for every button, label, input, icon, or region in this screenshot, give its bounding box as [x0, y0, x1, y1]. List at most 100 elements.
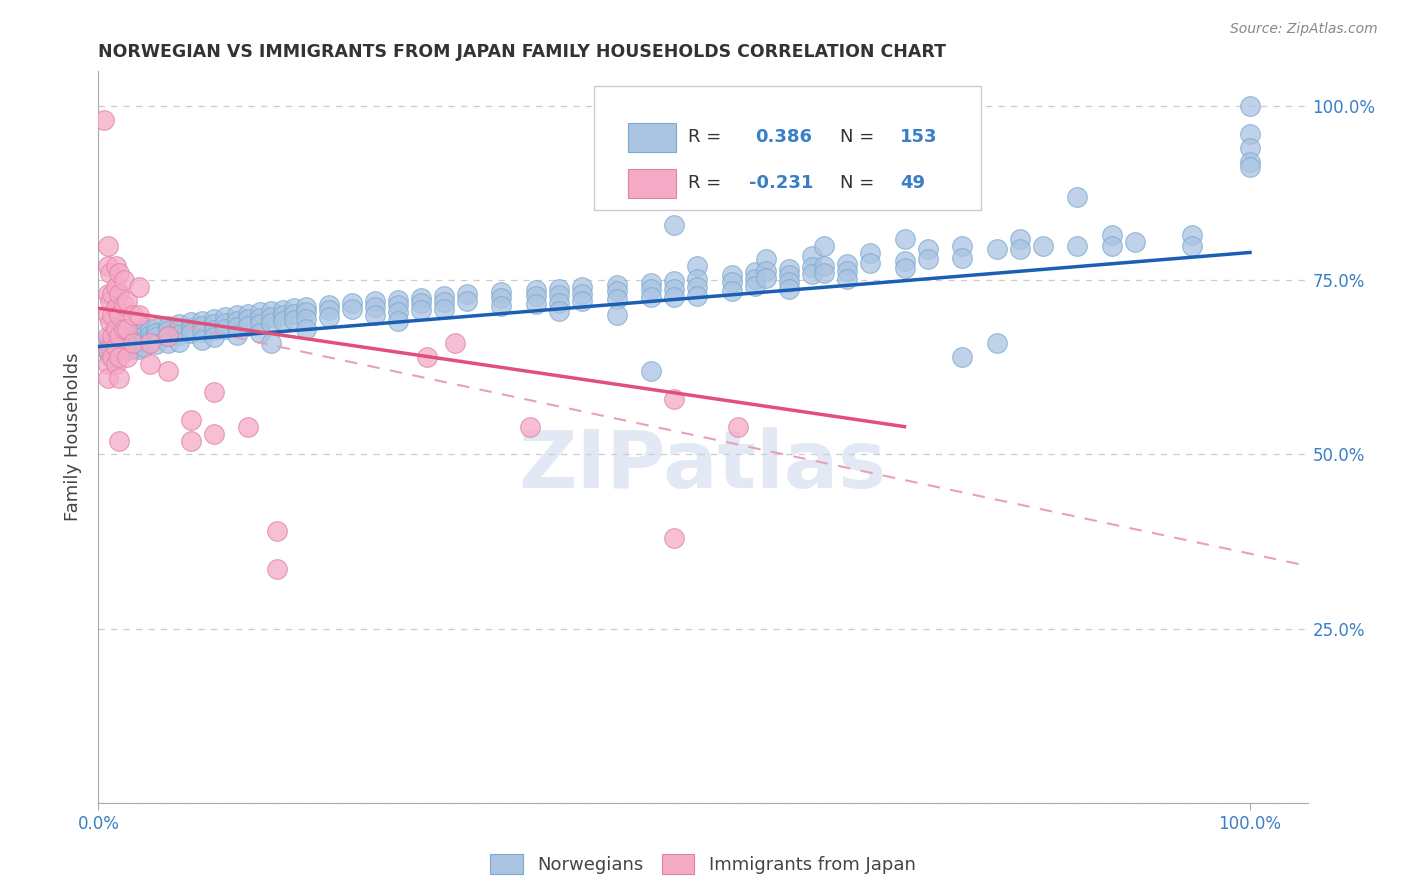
Point	[1239, 99, 1261, 113]
Text: 0.386: 0.386	[755, 128, 813, 146]
Point	[720, 190, 742, 204]
Bar	[628, 122, 676, 152]
Point	[134, 334, 156, 348]
Point	[859, 246, 882, 260]
Point	[180, 320, 202, 334]
Point	[97, 343, 120, 357]
Point	[755, 252, 778, 267]
Point	[167, 322, 190, 336]
Point	[101, 339, 124, 353]
Point	[236, 307, 259, 321]
Point	[104, 339, 127, 353]
Point	[191, 333, 214, 347]
Point	[548, 295, 571, 310]
Point	[101, 346, 124, 360]
Point	[283, 301, 305, 316]
Point	[1101, 228, 1123, 243]
Point	[115, 329, 138, 343]
Y-axis label: Family Households: Family Households	[65, 353, 83, 521]
Point	[271, 302, 294, 317]
Point	[191, 325, 214, 339]
Point	[664, 218, 686, 232]
Point	[294, 322, 316, 336]
Point	[108, 371, 131, 385]
Point	[115, 337, 138, 351]
Point	[387, 314, 409, 328]
Text: R =: R =	[689, 128, 727, 146]
Point	[664, 290, 686, 304]
Point	[524, 283, 547, 297]
Point	[640, 276, 662, 290]
Point	[744, 279, 766, 293]
Point	[606, 292, 628, 306]
Point	[98, 294, 121, 309]
Point	[104, 260, 127, 274]
Point	[571, 294, 593, 309]
Point	[128, 280, 150, 294]
Point	[524, 289, 547, 303]
Point	[813, 259, 835, 273]
Point	[571, 286, 593, 301]
Point	[139, 327, 162, 342]
Point	[139, 357, 162, 371]
Point	[93, 339, 115, 353]
Point	[145, 326, 167, 340]
Point	[139, 333, 162, 347]
Point	[128, 342, 150, 356]
Point	[917, 252, 939, 267]
Point	[1032, 238, 1054, 252]
Point	[1008, 231, 1031, 245]
Point	[122, 337, 145, 351]
Point	[104, 339, 127, 353]
Point	[108, 346, 131, 360]
Point	[260, 316, 283, 330]
Point	[104, 280, 127, 294]
Point	[112, 298, 135, 312]
Point	[283, 307, 305, 321]
Point	[156, 336, 179, 351]
Point	[225, 308, 247, 322]
Point	[97, 260, 120, 274]
Point	[364, 300, 387, 314]
Point	[409, 296, 432, 310]
Point	[260, 304, 283, 318]
Point	[134, 339, 156, 353]
Point	[108, 329, 131, 343]
Point	[97, 238, 120, 252]
Point	[108, 434, 131, 448]
Point	[249, 326, 271, 340]
Point	[917, 242, 939, 256]
Point	[101, 350, 124, 364]
Point	[108, 337, 131, 351]
Point	[1008, 242, 1031, 256]
Point	[271, 308, 294, 322]
Text: ZIPatlas: ZIPatlas	[519, 427, 887, 506]
Point	[134, 324, 156, 338]
Point	[835, 264, 858, 278]
Legend: Norwegians, Immigrants from Japan: Norwegians, Immigrants from Japan	[491, 855, 915, 874]
Point	[101, 336, 124, 351]
Point	[97, 357, 120, 371]
Point	[225, 320, 247, 334]
Point	[1239, 127, 1261, 141]
Point	[115, 294, 138, 309]
Point	[104, 301, 127, 316]
Point	[98, 350, 121, 364]
Point	[128, 326, 150, 340]
Point	[548, 282, 571, 296]
Point	[145, 330, 167, 344]
Text: Source: ZipAtlas.com: Source: ZipAtlas.com	[1230, 22, 1378, 37]
Point	[110, 343, 132, 357]
Text: NORWEGIAN VS IMMIGRANTS FROM JAPAN FAMILY HOUSEHOLDS CORRELATION CHART: NORWEGIAN VS IMMIGRANTS FROM JAPAN FAMIL…	[98, 44, 946, 62]
Point	[115, 334, 138, 348]
Point	[249, 317, 271, 331]
Point	[801, 249, 824, 263]
Point	[202, 317, 225, 331]
Point	[122, 333, 145, 347]
Point	[122, 327, 145, 342]
Point	[744, 265, 766, 279]
Point	[364, 294, 387, 309]
Point	[950, 238, 973, 252]
Point	[98, 266, 121, 280]
Point	[664, 531, 686, 545]
